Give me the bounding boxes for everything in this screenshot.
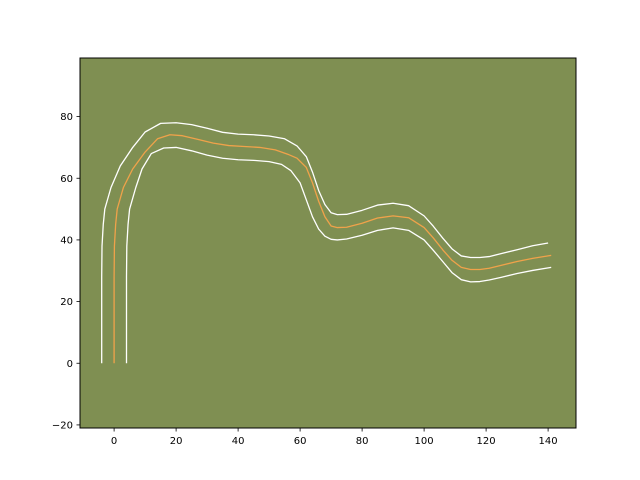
y-axis: −20 0 20 40 60 80 — [52, 112, 80, 431]
y-tick-label: 80 — [60, 112, 73, 123]
x-tick-label: 80 — [356, 436, 369, 447]
y-tick-label: 60 — [60, 174, 73, 185]
x-axis: 0 20 40 60 80 100 120 140 — [111, 428, 558, 447]
plot-area — [80, 58, 576, 428]
x-tick-label: 20 — [170, 436, 183, 447]
x-tick-label: 60 — [294, 436, 307, 447]
center-line — [113, 134, 552, 364]
series-layer — [101, 122, 552, 364]
edge-line-right — [125, 146, 552, 364]
x-tick-label: 120 — [477, 436, 496, 447]
y-tick-label: 20 — [60, 297, 73, 308]
x-tick-label: 100 — [415, 436, 434, 447]
edge-line-left — [101, 122, 549, 364]
x-tick-label: 140 — [539, 436, 558, 447]
x-tick-label: 40 — [232, 436, 245, 447]
axes-frame — [79, 57, 577, 429]
y-tick-label: 40 — [60, 235, 73, 246]
y-tick-label: 0 — [67, 359, 73, 370]
y-tick-label: −20 — [52, 420, 73, 431]
x-tick-label: 0 — [111, 436, 117, 447]
